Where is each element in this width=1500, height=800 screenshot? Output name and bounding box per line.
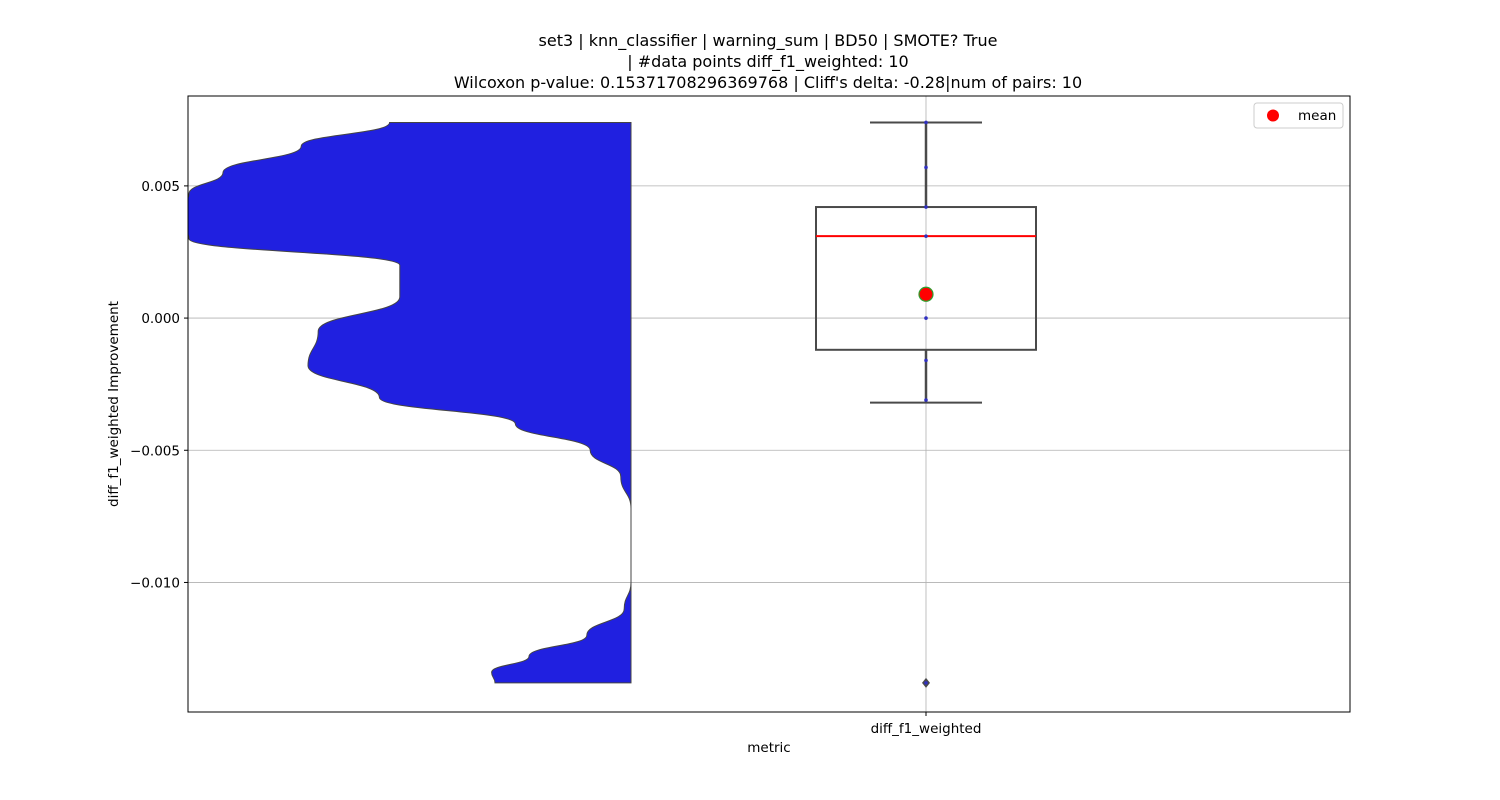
legend-label-0: mean <box>1298 108 1336 124</box>
y-tick-label-1: 0.000 <box>141 311 180 327</box>
y-tick-label-0: 0.005 <box>141 179 180 195</box>
y-axis-label: diff_f1_weighted Improvement <box>106 301 122 507</box>
plot-area-frame <box>187 95 1351 713</box>
legend: mean <box>1253 102 1344 129</box>
axis-ticks: 0.005 0.000 −0.005 −0.010 diff_f1_weighted <box>130 179 981 737</box>
title-line-2: | #data points diff_f1_weighted: 10 <box>627 52 908 72</box>
x-axis-label: metric <box>747 740 790 756</box>
data-point-4 <box>924 316 928 320</box>
data-point-6 <box>924 398 928 402</box>
title-line-1: set3 | knn_classifier | warning_sum | BD… <box>539 31 998 51</box>
data-points <box>918 120 934 685</box>
data-point-7 <box>924 681 928 685</box>
data-point-1 <box>924 165 928 170</box>
mean-marker <box>918 286 934 302</box>
data-point-2 <box>924 205 928 209</box>
title-line-3: Wilcoxon p-value: 0.15371708296369768 | … <box>454 73 1082 92</box>
y-tick-label-2: −0.005 <box>130 443 180 459</box>
legend-marker-0 <box>1267 109 1279 122</box>
data-point-5 <box>924 358 928 363</box>
x-tick-label-0: diff_f1_weighted <box>871 721 982 737</box>
y-tick-label-3: −0.010 <box>130 575 180 591</box>
violin-body <box>188 121 632 684</box>
violin-plot <box>188 121 632 684</box>
chart-title: set3 | knn_classifier | warning_sum | BD… <box>454 31 1082 92</box>
data-point-0 <box>924 120 928 125</box>
data-point-3 <box>924 234 928 238</box>
legend-box <box>1253 102 1344 129</box>
